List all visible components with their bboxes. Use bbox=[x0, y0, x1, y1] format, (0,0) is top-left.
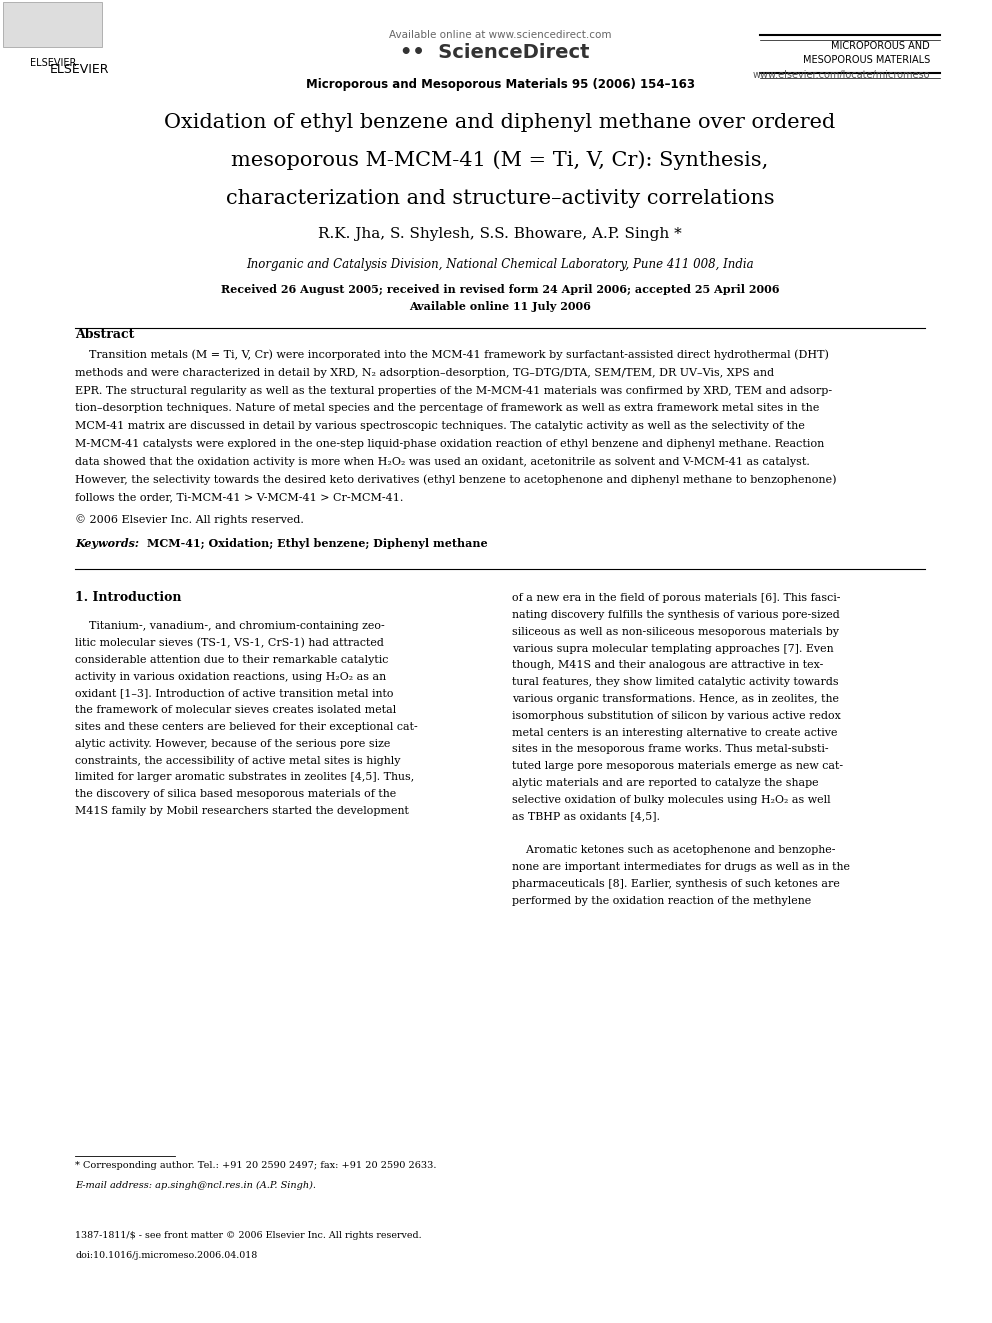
Text: Titanium-, vanadium-, and chromium-containing zeo-: Titanium-, vanadium-, and chromium-conta… bbox=[75, 622, 385, 631]
Text: doi:10.1016/j.micromeso.2006.04.018: doi:10.1016/j.micromeso.2006.04.018 bbox=[75, 1252, 257, 1259]
Text: MCM-41 matrix are discussed in detail by various spectroscopic techniques. The c: MCM-41 matrix are discussed in detail by… bbox=[75, 421, 805, 431]
Text: none are important intermediates for drugs as well as in the: none are important intermediates for dru… bbox=[513, 863, 850, 872]
Text: isomorphous substitution of silicon by various active redox: isomorphous substitution of silicon by v… bbox=[513, 710, 841, 721]
Text: www.elsevier.com/locate/micromeso: www.elsevier.com/locate/micromeso bbox=[753, 70, 930, 79]
Text: various supra molecular templating approaches [7]. Even: various supra molecular templating appro… bbox=[513, 643, 834, 654]
Text: pharmaceuticals [8]. Earlier, synthesis of such ketones are: pharmaceuticals [8]. Earlier, synthesis … bbox=[513, 878, 840, 889]
Text: © 2006 Elsevier Inc. All rights reserved.: © 2006 Elsevier Inc. All rights reserved… bbox=[75, 515, 304, 525]
Text: Aromatic ketones such as acetophenone and benzophe-: Aromatic ketones such as acetophenone an… bbox=[513, 845, 836, 855]
Text: MCM-41; Oxidation; Ethyl benzene; Diphenyl methane: MCM-41; Oxidation; Ethyl benzene; Diphen… bbox=[147, 538, 488, 549]
Text: 1387-1811/$ - see front matter © 2006 Elsevier Inc. All rights reserved.: 1387-1811/$ - see front matter © 2006 El… bbox=[75, 1230, 422, 1240]
Text: metal centers is an interesting alternative to create active: metal centers is an interesting alternat… bbox=[513, 728, 838, 738]
Text: selective oxidation of bulky molecules using H₂O₂ as well: selective oxidation of bulky molecules u… bbox=[513, 795, 831, 804]
Text: limited for larger aromatic substrates in zeolites [4,5]. Thus,: limited for larger aromatic substrates i… bbox=[75, 773, 415, 782]
Text: sites and these centers are believed for their exceptional cat-: sites and these centers are believed for… bbox=[75, 722, 418, 732]
Text: * Corresponding author. Tel.: +91 20 2590 2497; fax: +91 20 2590 2633.: * Corresponding author. Tel.: +91 20 259… bbox=[75, 1162, 436, 1170]
Text: alytic materials and are reported to catalyze the shape: alytic materials and are reported to cat… bbox=[513, 778, 819, 789]
Text: tion–desorption techniques. Nature of metal species and the percentage of framew: tion–desorption techniques. Nature of me… bbox=[75, 404, 819, 413]
Text: methods and were characterized in detail by XRD, N₂ adsorption–desorption, TG–DT: methods and were characterized in detail… bbox=[75, 368, 774, 378]
Text: the framework of molecular sieves creates isolated metal: the framework of molecular sieves create… bbox=[75, 705, 396, 716]
Text: However, the selectivity towards the desired keto derivatives (ethyl benzene to : However, the selectivity towards the des… bbox=[75, 474, 836, 484]
Text: ELSEVIER: ELSEVIER bbox=[30, 57, 76, 67]
Text: tuted large pore mesoporous materials emerge as new cat-: tuted large pore mesoporous materials em… bbox=[513, 761, 843, 771]
Text: EPR. The structural regularity as well as the textural properties of the M-MCM-4: EPR. The structural regularity as well a… bbox=[75, 385, 832, 396]
Text: Keywords:: Keywords: bbox=[75, 538, 147, 549]
Text: alytic activity. However, because of the serious pore size: alytic activity. However, because of the… bbox=[75, 738, 391, 749]
Text: M-MCM-41 catalysts were explored in the one-step liquid-phase oxidation reaction: M-MCM-41 catalysts were explored in the … bbox=[75, 439, 824, 448]
Text: oxidant [1–3]. Introduction of active transition metal into: oxidant [1–3]. Introduction of active tr… bbox=[75, 688, 394, 699]
Text: siliceous as well as non-siliceous mesoporous materials by: siliceous as well as non-siliceous mesop… bbox=[513, 627, 839, 636]
Text: Inorganic and Catalysis Division, National Chemical Laboratory, Pune 411 008, In: Inorganic and Catalysis Division, Nation… bbox=[246, 258, 754, 271]
Text: Transition metals (M = Ti, V, Cr) were incorporated into the MCM-41 framework by: Transition metals (M = Ti, V, Cr) were i… bbox=[75, 349, 829, 360]
Text: constraints, the accessibility of active metal sites is highly: constraints, the accessibility of active… bbox=[75, 755, 401, 766]
Text: Available online 11 July 2006: Available online 11 July 2006 bbox=[409, 302, 591, 312]
Text: though, M41S and their analogous are attractive in tex-: though, M41S and their analogous are att… bbox=[513, 660, 824, 671]
Text: Microporous and Mesoporous Materials 95 (2006) 154–163: Microporous and Mesoporous Materials 95 … bbox=[306, 78, 694, 91]
Text: tural features, they show limited catalytic activity towards: tural features, they show limited cataly… bbox=[513, 677, 839, 687]
Text: MICROPOROUS AND
MESOPOROUS MATERIALS: MICROPOROUS AND MESOPOROUS MATERIALS bbox=[803, 41, 930, 65]
Text: ••  ScienceDirect: •• ScienceDirect bbox=[400, 44, 590, 62]
Text: activity in various oxidation reactions, using H₂O₂ as an: activity in various oxidation reactions,… bbox=[75, 672, 386, 681]
Text: as TBHP as oxidants [4,5].: as TBHP as oxidants [4,5]. bbox=[513, 811, 661, 822]
Bar bbox=[3, 1, 102, 48]
Text: of a new era in the field of porous materials [6]. This fasci-: of a new era in the field of porous mate… bbox=[513, 593, 841, 603]
Text: Available online at www.sciencedirect.com: Available online at www.sciencedirect.co… bbox=[389, 30, 611, 40]
Text: nating discovery fulfills the synthesis of various pore-sized: nating discovery fulfills the synthesis … bbox=[513, 610, 840, 620]
Text: characterization and structure–activity correlations: characterization and structure–activity … bbox=[226, 189, 775, 208]
Text: ELSEVIER: ELSEVIER bbox=[50, 64, 109, 75]
Text: litic molecular sieves (TS-1, VS-1, CrS-1) had attracted: litic molecular sieves (TS-1, VS-1, CrS-… bbox=[75, 638, 384, 648]
Text: Abstract: Abstract bbox=[75, 328, 134, 341]
Text: 1. Introduction: 1. Introduction bbox=[75, 591, 182, 605]
Text: considerable attention due to their remarkable catalytic: considerable attention due to their rema… bbox=[75, 655, 389, 664]
Text: mesoporous M-MCM-41 (M = Ti, V, Cr): Synthesis,: mesoporous M-MCM-41 (M = Ti, V, Cr): Syn… bbox=[231, 151, 769, 169]
Text: the discovery of silica based mesoporous materials of the: the discovery of silica based mesoporous… bbox=[75, 790, 396, 799]
Text: Oxidation of ethyl benzene and diphenyl methane over ordered: Oxidation of ethyl benzene and diphenyl … bbox=[165, 112, 835, 132]
Text: E-mail address: ap.singh@ncl.res.in (A.P. Singh).: E-mail address: ap.singh@ncl.res.in (A.P… bbox=[75, 1181, 316, 1189]
Text: various organic transformations. Hence, as in zeolites, the: various organic transformations. Hence, … bbox=[513, 695, 839, 704]
Text: sites in the mesoporous frame works. Thus metal-substi-: sites in the mesoporous frame works. Thu… bbox=[513, 745, 829, 754]
Text: R.K. Jha, S. Shylesh, S.S. Bhoware, A.P. Singh *: R.K. Jha, S. Shylesh, S.S. Bhoware, A.P.… bbox=[318, 228, 682, 241]
Text: Received 26 August 2005; received in revised form 24 April 2006; accepted 25 Apr: Received 26 August 2005; received in rev… bbox=[221, 284, 780, 295]
Text: M41S family by Mobil researchers started the development: M41S family by Mobil researchers started… bbox=[75, 806, 409, 816]
Text: performed by the oxidation reaction of the methylene: performed by the oxidation reaction of t… bbox=[513, 896, 811, 906]
Text: follows the order, Ti-MCM-41 > V-MCM-41 > Cr-MCM-41.: follows the order, Ti-MCM-41 > V-MCM-41 … bbox=[75, 492, 404, 503]
Text: data showed that the oxidation activity is more when H₂O₂ was used an oxidant, a: data showed that the oxidation activity … bbox=[75, 456, 809, 467]
